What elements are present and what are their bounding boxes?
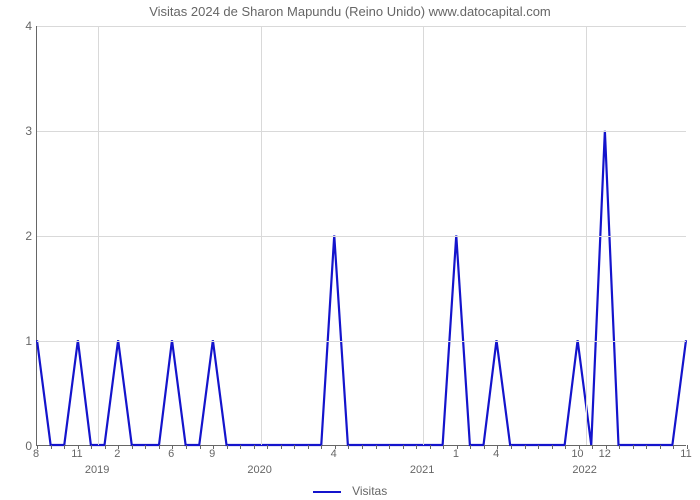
x-year-label: 2019: [85, 464, 109, 476]
x-tick-label: 4: [331, 448, 337, 460]
x-minor-tick: [200, 445, 201, 449]
x-minor-tick: [267, 445, 268, 449]
x-minor-tick: [159, 445, 160, 449]
x-minor-tick: [484, 445, 485, 449]
line-chart: Visitas 2024 de Sharon Mapundu (Reino Un…: [0, 0, 700, 500]
x-minor-tick: [132, 445, 133, 449]
grid-line: [37, 236, 686, 237]
x-tick-label: 1: [453, 448, 459, 460]
x-minor-tick: [416, 445, 417, 449]
x-minor-tick: [254, 445, 255, 449]
x-tick-label: 12: [599, 448, 611, 460]
x-tick-label: 11: [680, 448, 691, 460]
x-tick-label: 2: [114, 448, 120, 460]
x-minor-tick: [673, 445, 674, 449]
x-minor-tick: [186, 445, 187, 449]
x-minor-tick: [376, 445, 377, 449]
grid-line: [423, 26, 424, 445]
x-minor-tick: [470, 445, 471, 449]
x-minor-tick: [321, 445, 322, 449]
grid-line: [37, 341, 686, 342]
x-minor-tick: [145, 445, 146, 449]
grid-line: [98, 26, 99, 445]
x-year-label: 2020: [247, 464, 271, 476]
y-tick-label: 3: [4, 124, 32, 138]
x-minor-tick: [525, 445, 526, 449]
x-minor-tick: [389, 445, 390, 449]
x-minor-tick: [592, 445, 593, 449]
x-minor-tick: [660, 445, 661, 449]
x-minor-tick: [308, 445, 309, 449]
chart-title: Visitas 2024 de Sharon Mapundu (Reino Un…: [0, 4, 700, 19]
y-tick-label: 0: [4, 439, 32, 453]
x-minor-tick: [240, 445, 241, 449]
plot-area: [36, 26, 686, 446]
legend: Visitas: [0, 484, 700, 498]
series-polyline: [37, 131, 686, 445]
x-minor-tick: [430, 445, 431, 449]
x-minor-tick: [633, 445, 634, 449]
x-minor-tick: [538, 445, 539, 449]
x-tick-label: 8: [33, 448, 39, 460]
x-year-label: 2022: [572, 464, 596, 476]
grid-line: [586, 26, 587, 445]
x-minor-tick: [105, 445, 106, 449]
legend-swatch: [313, 491, 341, 493]
x-minor-tick: [348, 445, 349, 449]
y-tick-label: 1: [4, 334, 32, 348]
x-minor-tick: [294, 445, 295, 449]
x-tick-label: 4: [493, 448, 499, 460]
x-minor-tick: [227, 445, 228, 449]
y-tick-label: 4: [4, 19, 32, 33]
x-tick-label: 9: [209, 448, 215, 460]
x-tick-label: 6: [168, 448, 174, 460]
x-minor-tick: [91, 445, 92, 449]
grid-line: [261, 26, 262, 445]
x-minor-tick: [646, 445, 647, 449]
x-tick-label: 10: [571, 448, 583, 460]
x-minor-tick: [51, 445, 52, 449]
x-minor-tick: [281, 445, 282, 449]
x-tick-label: 11: [71, 448, 82, 460]
grid-line: [37, 26, 686, 27]
x-year-label: 2021: [410, 464, 434, 476]
x-minor-tick: [565, 445, 566, 449]
legend-label: Visitas: [352, 484, 387, 498]
x-minor-tick: [511, 445, 512, 449]
x-minor-tick: [552, 445, 553, 449]
x-minor-tick: [443, 445, 444, 449]
y-tick-label: 2: [4, 229, 32, 243]
grid-line: [37, 131, 686, 132]
x-minor-tick: [64, 445, 65, 449]
x-minor-tick: [619, 445, 620, 449]
x-minor-tick: [403, 445, 404, 449]
x-minor-tick: [362, 445, 363, 449]
